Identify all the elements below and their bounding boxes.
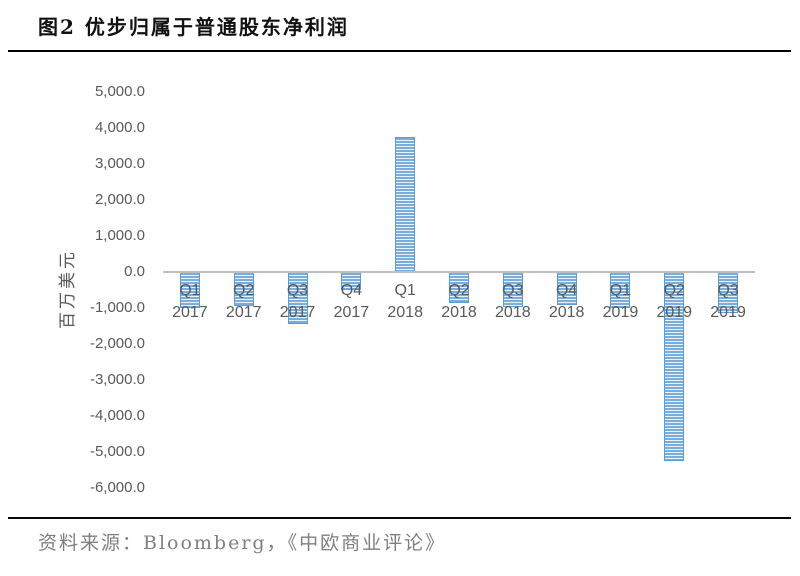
x-axis-label-year: 2017 <box>172 304 208 321</box>
x-axis-label-year: 2018 <box>548 304 585 321</box>
y-tick-label: -1,000.0 <box>89 298 145 316</box>
x-axis-label: Q2 2018 <box>432 280 486 324</box>
x-axis-label: Q2 2019 <box>647 280 701 324</box>
net-income-bar-chart: 百万美元 5,000.0 4,000.0 3,000.0 2,000.0 1,000.0… <box>0 60 800 510</box>
x-axis-label-quarter: Q2 <box>233 282 255 299</box>
y-tick-label: 4,000.0 <box>94 118 145 136</box>
zero-axis-line <box>163 270 755 273</box>
x-axis-label-year: 2018 <box>441 304 477 321</box>
x-axis-label: Q1 2017 <box>163 280 217 324</box>
y-tick-label: 5,000.0 <box>94 82 145 100</box>
x-axis-label-quarter: Q2 <box>663 282 685 299</box>
x-axis-label-year: 2017 <box>279 304 316 321</box>
x-axis-label-quarter: Q3 <box>502 282 524 299</box>
x-axis-label: Q1 2018 <box>378 280 432 324</box>
top-divider <box>8 50 791 52</box>
y-tick-label: -5,000.0 <box>89 442 145 460</box>
x-axis-label-quarter: Q1 <box>179 282 201 299</box>
y-tick-label: -2,000.0 <box>89 334 145 352</box>
x-axis-label-year: 2019 <box>602 304 639 321</box>
y-tick-label: -4,000.0 <box>89 406 145 424</box>
x-axis-label-quarter: Q3 <box>717 282 739 299</box>
x-axis-label-quarter: Q4 <box>555 282 578 299</box>
bar-q1-2018 <box>395 136 416 272</box>
x-axis-label: Q2 2017 <box>217 280 271 324</box>
x-axis-label-quarter: Q3 <box>286 282 309 299</box>
x-axis-label: Q3 2017 <box>271 280 325 324</box>
source-note: 资料来源：Bloomberg，《中欧商业评论》 <box>38 532 447 554</box>
x-axis-label: Q1 2019 <box>594 280 648 324</box>
bottom-divider <box>8 517 791 519</box>
x-axis-label-quarter: Q1 <box>394 282 416 299</box>
y-tick-label: 1,000.0 <box>94 226 145 244</box>
y-tick-label: 2,000.0 <box>94 190 145 208</box>
x-axis-label-quarter: Q1 <box>609 282 632 299</box>
x-axis-label: Q4 2018 <box>540 280 594 324</box>
x-axis-label-quarter: Q4 <box>340 282 363 299</box>
y-tick-label: -3,000.0 <box>89 370 145 388</box>
x-axis-label: Q3 2018 <box>486 280 540 324</box>
x-axis-label-quarter: Q2 <box>448 282 470 299</box>
y-axis-title: 百万美元 <box>58 249 77 329</box>
figure-title: 图2 优步归属于普通股东净利润 <box>38 15 349 39</box>
x-axis-label-year: 2019 <box>710 304 746 321</box>
y-tick-label: -6,000.0 <box>89 478 145 496</box>
x-axis-label-year: 2017 <box>333 304 370 321</box>
x-axis-label-year: 2018 <box>495 304 531 321</box>
y-tick-label: 0.0 <box>124 262 145 280</box>
x-axis-label: Q4 2017 <box>324 280 378 324</box>
x-axis-label-year: 2018 <box>387 304 423 321</box>
y-tick-label: 3,000.0 <box>94 154 145 172</box>
x-axis-label-year: 2017 <box>225 304 262 321</box>
x-axis-label: Q3 2019 <box>701 280 755 324</box>
x-axis-label-year: 2019 <box>656 304 693 321</box>
